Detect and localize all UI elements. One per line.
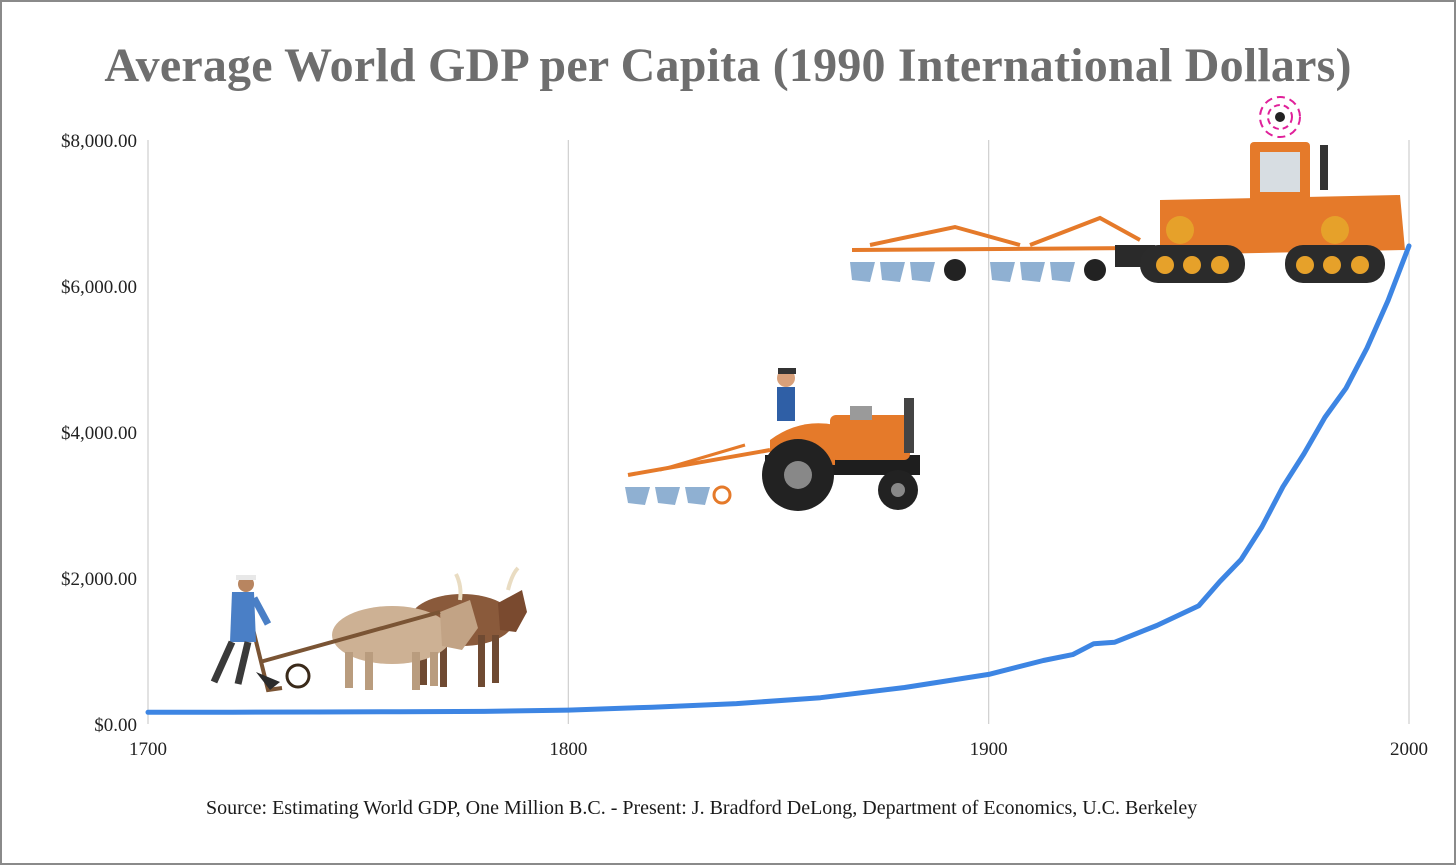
y-tick-label: $8,000.00: [61, 131, 137, 152]
chart-title: Average World GDP per Capita (1990 Inter…: [104, 39, 1352, 92]
x-tick-label: 1700: [129, 739, 167, 760]
y-tick-label: $4,000.00: [61, 423, 137, 444]
ox-plow-illustration: [210, 566, 527, 693]
y-tick-label: $2,000.00: [61, 569, 137, 590]
y-tick-label: $0.00: [94, 715, 137, 736]
y-tick-label: $6,000.00: [61, 277, 137, 298]
x-tick-label: 1800: [549, 739, 587, 760]
source-note: Source: Estimating World GDP, One Millio…: [206, 797, 1198, 819]
x-tick-label: 2000: [1390, 739, 1428, 760]
modern-tractor-illustration: [850, 96, 1405, 283]
x-tick-label: 1900: [970, 739, 1008, 760]
early-tractor-illustration: [625, 368, 920, 511]
axis-ticks: 1700 1800 1900 2000 $0.00 $2,000.00 $4,000.00 $…: [61, 131, 1428, 760]
gdp-series-line: [145, 243, 1412, 715]
